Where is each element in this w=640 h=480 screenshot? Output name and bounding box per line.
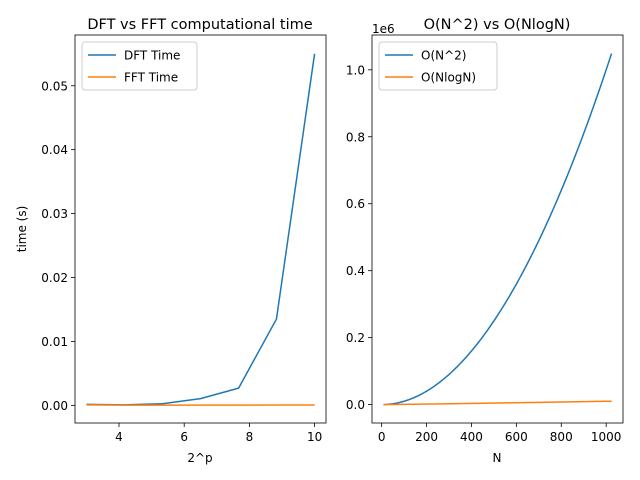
right-x-tick-label: 1000: [591, 430, 622, 444]
left-axes-frame: [74, 34, 327, 424]
right-series-line-o-nlogn: [383, 400, 612, 406]
right-x-tick-label: 800: [550, 430, 573, 444]
left-x-ticks: 4 6 8 10: [115, 423, 322, 444]
right-x-tick-label: 200: [415, 430, 438, 444]
right-y-ticks: 0.0 0.2 0.4 0.6 0.8 1.0: [346, 63, 372, 412]
right-chart-title: O(N^2) vs O(NlogN): [424, 17, 571, 33]
left-y-ticks: 0.00 0.01 0.02 0.03 0.04 0.05: [41, 79, 75, 413]
left-legend: DFT Time FFT Time: [81, 41, 198, 91]
right-y-offset-label: 1e6: [372, 22, 395, 36]
left-y-axis-label: time (s): [15, 206, 29, 253]
right-y-tick-label: 1.0: [346, 63, 365, 77]
right-y-tick-label: 0.0: [346, 398, 365, 412]
left-legend-box: [81, 41, 198, 91]
right-series-layer: [383, 53, 613, 406]
left-y-tick-label: 0.00: [41, 399, 68, 413]
right-axes-frame: [371, 34, 624, 424]
left-legend-label-fft: FFT Time: [124, 71, 178, 85]
right-subplot: O(N^2) vs O(NlogN) 1e6 0 200 400 600 800 1000…: [346, 17, 624, 465]
right-x-tick-label: 0: [378, 430, 386, 444]
right-x-tick-label: 400: [460, 430, 483, 444]
left-y-tick-label: 0.04: [41, 143, 68, 157]
right-y-tick-label: 0.2: [346, 331, 365, 345]
left-subplot: DFT vs FFT computational time 4 6 8 10 0.00…: [15, 17, 327, 465]
left-y-tick-label: 0.02: [41, 271, 68, 285]
right-legend-label-n2: O(N^2): [421, 49, 466, 63]
right-legend-label-nlogn: O(NlogN): [421, 71, 476, 85]
right-legend: O(N^2) O(NlogN): [378, 41, 498, 91]
right-series-line-o-n-2: [383, 53, 613, 406]
left-legend-label-dft: DFT Time: [124, 49, 180, 63]
left-x-tick-label: 6: [180, 430, 188, 444]
left-x-tick-label: 8: [246, 430, 254, 444]
left-x-tick-label: 10: [307, 430, 322, 444]
right-x-axis-label: N: [493, 451, 502, 465]
left-y-tick-label: 0.03: [41, 207, 68, 221]
right-x-tick-label: 600: [505, 430, 528, 444]
right-y-tick-label: 0.4: [346, 264, 365, 278]
left-x-tick-label: 4: [115, 430, 123, 444]
right-y-tick-label: 0.6: [346, 197, 365, 211]
left-y-tick-label: 0.01: [41, 335, 68, 349]
right-y-tick-label: 0.8: [346, 130, 365, 144]
left-chart-title: DFT vs FFT computational time: [87, 17, 312, 33]
left-series-layer: [86, 53, 316, 406]
right-legend-box: [378, 41, 498, 91]
right-x-ticks: 0 200 400 600 800 1000: [378, 423, 622, 444]
left-x-axis-label: 2^p: [187, 451, 212, 465]
left-y-tick-label: 0.05: [41, 79, 68, 93]
